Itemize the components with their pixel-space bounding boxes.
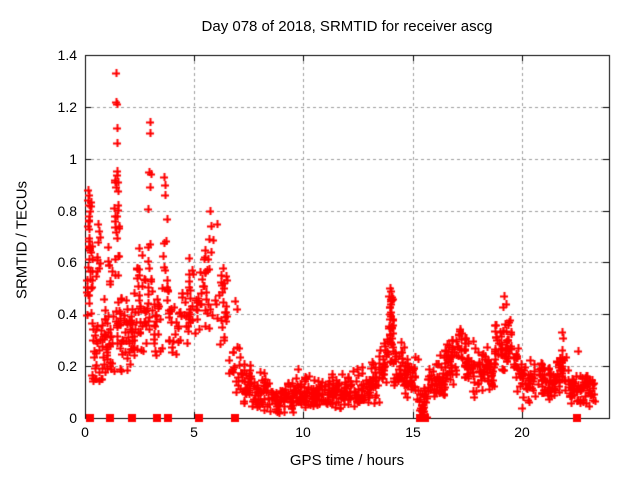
- x-tick-label: 20: [514, 424, 530, 440]
- y-axis-label: SRMTID / TECUs: [13, 180, 31, 300]
- y-tick-label: 0.8: [57, 203, 77, 219]
- y-tick-label: 0.2: [57, 358, 77, 374]
- y-tick-label: 0.4: [57, 306, 77, 322]
- y-tick-label: 0: [69, 410, 77, 426]
- x-tick-label: 0: [81, 424, 89, 440]
- y-tick-label: 1: [69, 151, 77, 167]
- chart-title: Day 078 of 2018, SRMTID for receiver asc…: [201, 18, 493, 35]
- y-tick-label: 1.4: [57, 47, 77, 63]
- x-axis-label: GPS time / hours: [289, 452, 405, 469]
- y-tick-label: 1.2: [57, 99, 77, 115]
- x-tick-label: 10: [295, 424, 311, 440]
- y-tick-label: 0.6: [57, 254, 77, 270]
- x-tick-label: 5: [190, 424, 198, 440]
- x-tick-label: 15: [405, 424, 421, 440]
